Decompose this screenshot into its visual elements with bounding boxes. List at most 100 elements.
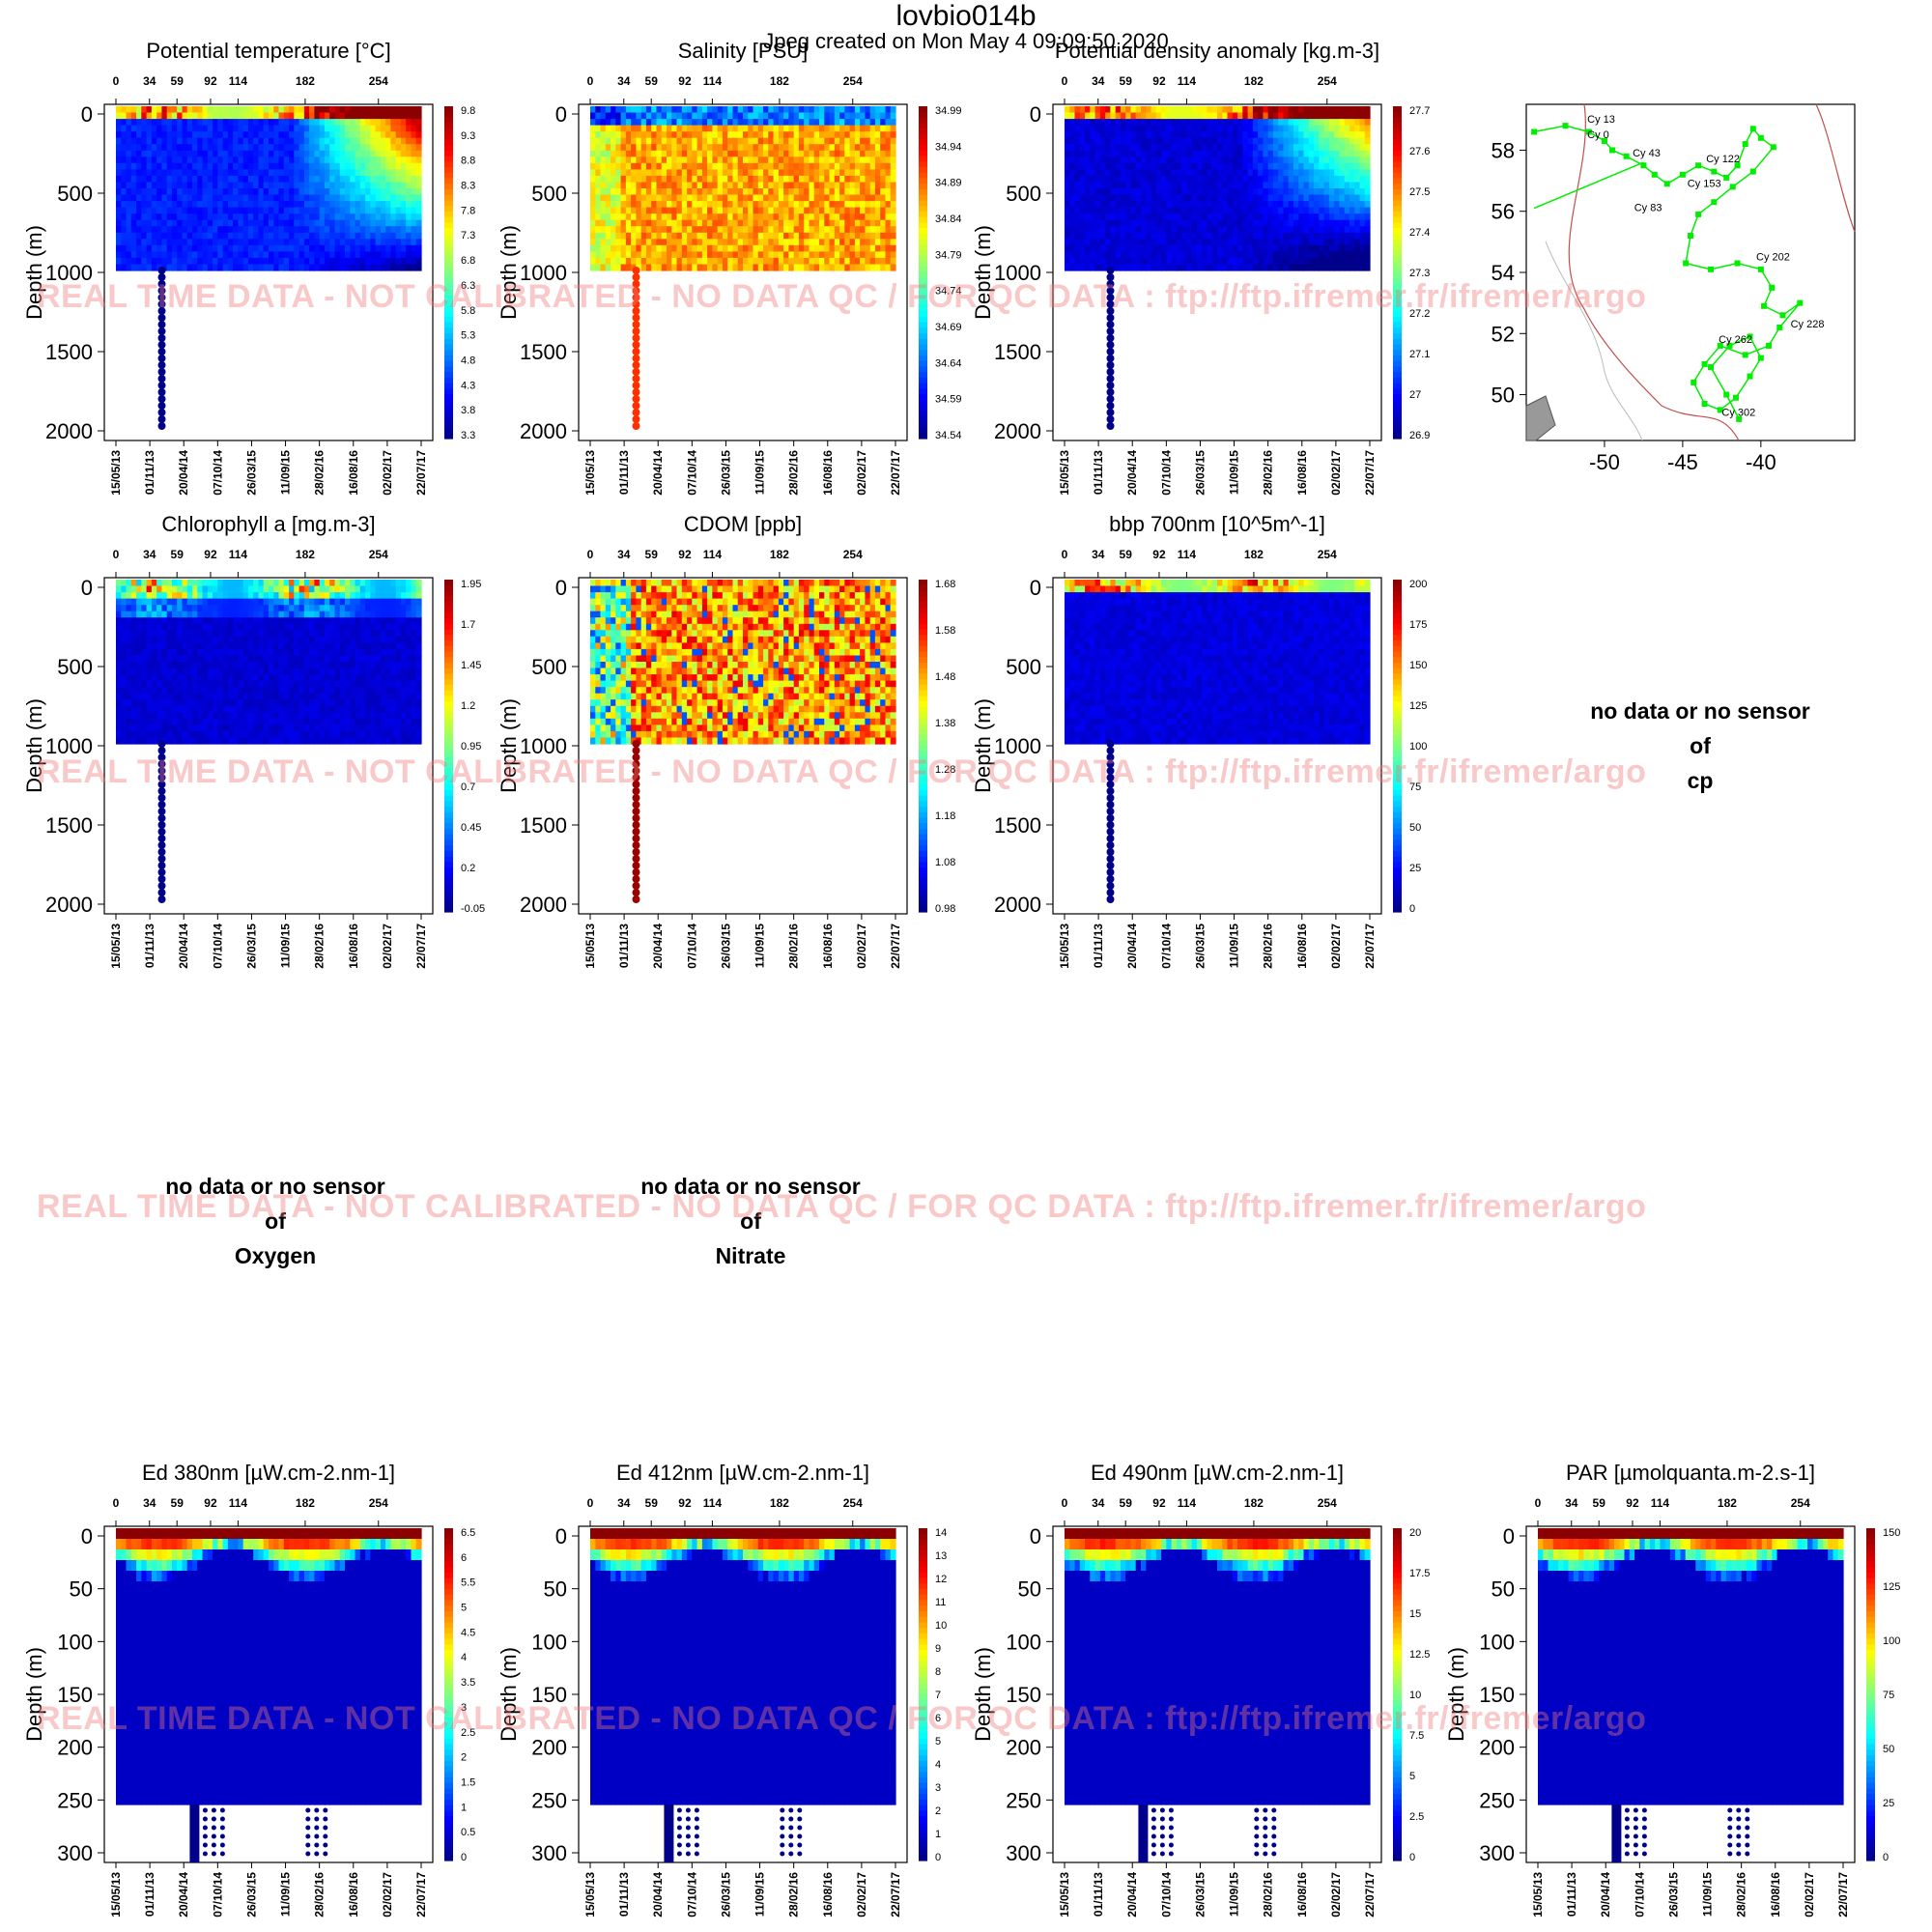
heatmap-cell — [809, 232, 815, 240]
heatmap-cell — [1293, 144, 1299, 152]
heatmap-cell — [161, 112, 168, 120]
heatmap-cell — [146, 137, 153, 145]
colorbar-segment — [444, 399, 453, 407]
heatmap-cell — [854, 188, 861, 196]
heatmap-cell — [1146, 112, 1152, 120]
heatmap-cell — [605, 137, 611, 145]
heatmap-cell — [303, 169, 310, 177]
heatmap-cell — [1272, 162, 1279, 170]
heatmap-cell — [1155, 251, 1162, 259]
heatmap-cell — [844, 201, 851, 209]
heatmap-cell — [727, 213, 734, 221]
heatmap-cell — [722, 213, 728, 221]
heatmap-cell — [1349, 257, 1355, 265]
heatmap-cell — [1242, 106, 1249, 114]
heatmap-cell — [411, 201, 417, 209]
heatmap-cell — [1323, 213, 1330, 221]
heatmap-cell — [834, 119, 840, 127]
heatmap-cell — [1202, 244, 1208, 252]
heatmap-cell — [1258, 106, 1264, 114]
heatmap-cell — [350, 239, 356, 246]
heatmap-cell — [636, 257, 642, 265]
heatmap-cell — [289, 144, 295, 152]
heatmap-cell — [707, 188, 713, 196]
heatmap-cell — [1181, 251, 1187, 259]
heatmap-cell — [671, 175, 678, 183]
heatmap-cell — [1196, 232, 1203, 240]
heatmap-cell — [640, 175, 647, 183]
heatmap-cell — [192, 219, 198, 227]
colorbar-label: 7.8 — [461, 205, 475, 216]
heatmap-cell — [645, 251, 652, 259]
y-axis-label: 1500 — [45, 340, 93, 364]
heatmap-cell — [773, 201, 780, 209]
heatmap-cell — [667, 182, 672, 189]
heatmap-cell — [1359, 213, 1366, 221]
heatmap-cell — [707, 150, 713, 157]
heatmap-cell — [1354, 232, 1361, 240]
heatmap-cell — [1069, 244, 1076, 252]
heatmap-cell — [334, 156, 341, 164]
heatmap-cell — [590, 137, 596, 145]
heatmap-cell — [1141, 207, 1147, 214]
heatmap-cell — [380, 144, 386, 152]
heatmap-cell — [1334, 106, 1340, 114]
colorbar-segment — [444, 322, 453, 328]
heatmap-cell — [768, 194, 775, 202]
heatmap-cell — [590, 144, 596, 152]
heatmap-cell — [350, 169, 356, 177]
heatmap-cell — [130, 201, 137, 209]
heatmap-cell — [722, 244, 728, 252]
colorbar-segment — [444, 383, 453, 389]
heatmap-cell — [182, 232, 188, 240]
heatmap-cell — [1242, 169, 1249, 177]
heatmap-cell — [656, 150, 663, 157]
heatmap-cell — [263, 226, 270, 234]
heatmap-cell — [359, 239, 366, 246]
heatmap-cell — [1069, 194, 1076, 202]
colorbar-segment — [444, 289, 453, 296]
heatmap-cell — [1151, 169, 1157, 177]
heatmap-cell — [667, 137, 672, 145]
heatmap-cell — [600, 137, 607, 145]
heatmap-cell — [390, 156, 397, 164]
heatmap-cell — [834, 219, 840, 227]
heatmap-cell — [1135, 137, 1142, 145]
heatmap-cell — [1065, 194, 1070, 202]
heatmap-cell — [844, 213, 851, 221]
heatmap-cell — [1232, 244, 1238, 252]
heatmap-cell — [757, 169, 764, 177]
heatmap-cell — [1247, 239, 1254, 246]
heatmap-cell — [1288, 144, 1294, 152]
heatmap-cell — [692, 188, 698, 196]
heatmap-cell — [309, 213, 315, 221]
heatmap-cell — [1288, 239, 1294, 246]
heatmap-cell — [1181, 213, 1187, 221]
heatmap-cell — [676, 257, 683, 265]
heatmap-cell — [141, 201, 148, 209]
heatmap-cell — [269, 264, 274, 271]
heatmap-cell — [227, 162, 234, 170]
heatmap-cell — [860, 257, 866, 265]
heatmap-cell — [182, 112, 188, 120]
heatmap-cell — [1314, 137, 1320, 145]
heatmap-cell — [788, 112, 795, 120]
heatmap-cell — [656, 119, 663, 127]
heatmap-cell — [834, 175, 840, 183]
heatmap-cell — [605, 144, 611, 152]
heatmap-cell — [222, 119, 229, 127]
heatmap-cell — [1247, 264, 1254, 271]
heatmap-cell — [1252, 219, 1259, 227]
heatmap-cell — [1161, 232, 1167, 240]
heatmap-cell — [217, 169, 224, 177]
heatmap-cell — [390, 194, 397, 202]
heatmap-cell — [615, 169, 622, 177]
heatmap-cell — [375, 131, 382, 139]
heatmap-cell — [1211, 162, 1218, 170]
heatmap-cell — [1074, 175, 1081, 183]
heatmap-cell — [258, 264, 265, 271]
heatmap-cell — [1252, 137, 1259, 145]
heatmap-cell — [1252, 244, 1259, 252]
heatmap-cell — [1074, 144, 1081, 152]
heatmap-cell — [854, 239, 861, 246]
